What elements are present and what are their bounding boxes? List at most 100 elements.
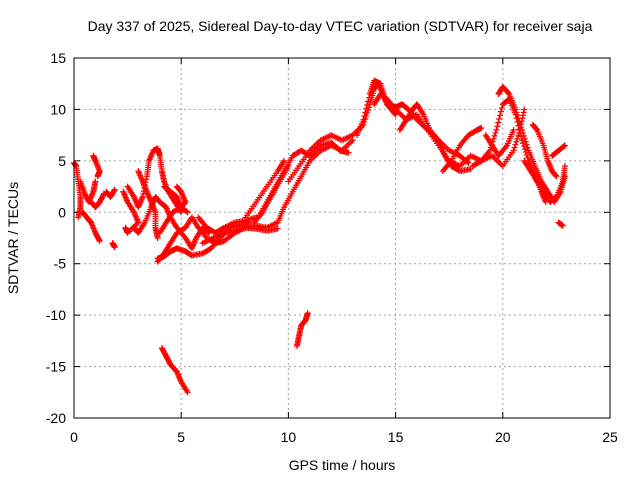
data-point — [139, 193, 146, 200]
data-point — [523, 141, 530, 148]
x-axis-label: GPS time / hours — [289, 457, 396, 473]
x-tick-label: 25 — [602, 429, 618, 445]
data-point — [561, 163, 568, 169]
data-point — [92, 178, 99, 185]
series-arc-15 — [161, 183, 191, 216]
data-point — [365, 94, 372, 101]
data-point — [490, 135, 497, 142]
data-point — [496, 115, 503, 122]
series-arc-28 — [495, 83, 568, 205]
data-point — [498, 104, 505, 111]
data-point — [478, 124, 485, 131]
data-point — [361, 113, 368, 120]
y-tick-label: -5 — [54, 256, 67, 272]
data-point — [510, 127, 517, 133]
data-point — [516, 118, 523, 125]
data-point — [518, 124, 525, 131]
data-point — [520, 132, 527, 139]
data-point — [524, 154, 531, 161]
data-point — [514, 112, 521, 119]
data-point — [184, 389, 191, 396]
series-arc-8 — [120, 188, 142, 236]
data-point — [140, 190, 147, 197]
series-arc-33 — [158, 345, 191, 396]
y-tick-label: -20 — [46, 410, 66, 426]
data-point — [561, 142, 568, 149]
data-point — [515, 115, 522, 122]
data-point — [111, 186, 118, 193]
series-arc-27 — [482, 127, 517, 159]
data-point — [491, 132, 498, 139]
data-point — [96, 236, 103, 243]
y-tick-label: -10 — [46, 307, 66, 323]
data-point — [465, 159, 472, 166]
series-arc-30 — [529, 121, 560, 180]
data-point — [360, 116, 367, 123]
data-point — [494, 123, 501, 130]
data-point — [281, 157, 288, 164]
data-point — [143, 176, 150, 183]
data-point — [345, 149, 352, 156]
x-tick-labels: 0 5 10 15 20 25 — [70, 429, 618, 445]
data-point — [486, 147, 493, 154]
y-tick-label: 5 — [58, 153, 66, 169]
data-point — [510, 147, 517, 154]
series-arc-7 — [109, 240, 118, 251]
data-point — [518, 133, 525, 140]
series-arc-17 — [199, 224, 281, 247]
data-point — [520, 109, 527, 116]
data-point — [505, 89, 512, 96]
series-arc-20 — [242, 157, 288, 221]
data-point — [512, 141, 519, 148]
data-point — [174, 184, 181, 191]
series-arc-2 — [77, 178, 99, 205]
data-point — [552, 172, 559, 179]
data-point — [94, 173, 101, 180]
data-point — [111, 187, 118, 194]
data-point — [512, 106, 519, 113]
y-axis-label: SDTVAR / TECUs — [5, 182, 21, 294]
data-point — [497, 112, 504, 119]
series-arc-5 — [88, 190, 108, 211]
series-arc-25 — [439, 124, 485, 175]
series-arc-31 — [549, 142, 568, 159]
data-point — [100, 191, 107, 198]
data-point — [349, 137, 356, 144]
x-tick-label: 15 — [388, 429, 404, 445]
chart-title: Day 337 of 2025, Sidereal Day-to-day VTE… — [88, 18, 593, 34]
x-tick-label: 20 — [495, 429, 511, 445]
data-point — [492, 129, 499, 136]
data-point — [392, 111, 399, 118]
series-arc-3 — [79, 209, 103, 245]
data-point — [520, 129, 527, 136]
data-point — [304, 310, 311, 317]
series-arc-29 — [521, 157, 568, 205]
data-point — [517, 121, 524, 128]
data-point — [515, 132, 522, 139]
data-point — [365, 98, 372, 105]
series-arc-16 — [195, 214, 260, 236]
data-point — [364, 102, 371, 109]
y-tick-label: -15 — [46, 359, 66, 375]
series-arc-32 — [555, 219, 566, 229]
data-point — [497, 108, 504, 115]
data-point — [122, 224, 129, 231]
data-point — [553, 173, 560, 180]
data-point — [363, 105, 370, 112]
data-point — [513, 138, 520, 145]
series-arc-11 — [135, 168, 161, 241]
data-point — [467, 166, 474, 173]
data-point — [521, 135, 528, 142]
data-point — [154, 235, 161, 241]
x-tick-label: 0 — [70, 429, 78, 445]
y-tick-labels: -20 -15 -10 -5 0 5 10 15 — [46, 50, 66, 426]
data-point — [178, 209, 185, 216]
data-point — [520, 112, 527, 119]
series-arc-6 — [103, 186, 118, 200]
series-arc-34 — [293, 310, 311, 349]
y-tick-label: 10 — [50, 101, 66, 117]
plot-frame — [73, 57, 611, 419]
data-point — [184, 209, 191, 216]
